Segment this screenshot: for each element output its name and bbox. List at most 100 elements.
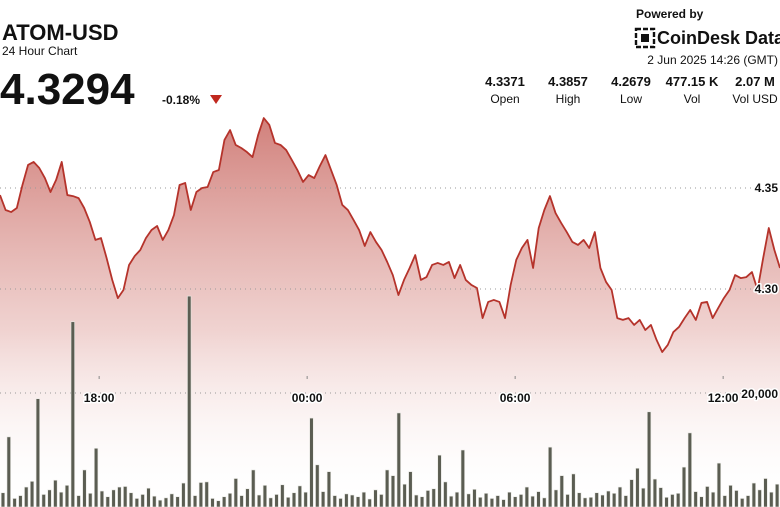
volume-bar xyxy=(47,489,52,507)
volume-bar xyxy=(158,499,163,507)
volume-bar xyxy=(763,478,768,507)
price-area xyxy=(0,118,780,507)
stat-label: Vol xyxy=(684,92,701,106)
volume-bar xyxy=(309,417,314,507)
volume-bar xyxy=(216,500,221,507)
volume-bar xyxy=(396,412,401,507)
volume-bar xyxy=(548,446,553,507)
volume-bar xyxy=(699,496,704,507)
volume-bar xyxy=(740,498,745,507)
volume-bar xyxy=(379,494,384,507)
volume-bar xyxy=(251,469,256,507)
volume-bar xyxy=(12,498,17,507)
volume-bar xyxy=(483,493,489,507)
powered-by: Powered by xyxy=(636,7,704,21)
volume-bar xyxy=(664,497,669,507)
volume-bar xyxy=(105,496,110,507)
stat-value: 4.3857 xyxy=(548,74,588,89)
volume-bar xyxy=(518,494,524,507)
volume-bar xyxy=(617,486,623,507)
volume-bar xyxy=(676,493,681,507)
volume-bar xyxy=(565,494,570,507)
volume-bar xyxy=(53,479,58,507)
volume-bar xyxy=(146,487,151,507)
volume-bar xyxy=(711,491,716,507)
y-tick-label: 4.35 xyxy=(755,181,779,195)
price: 4.3294 xyxy=(0,65,135,114)
volume-bar xyxy=(681,466,687,507)
volume-bar xyxy=(716,462,722,507)
volume-bar xyxy=(76,495,81,507)
volume-bar xyxy=(82,469,87,507)
volume-bar xyxy=(402,483,407,507)
volume-bar xyxy=(88,493,93,507)
volume-bar xyxy=(198,482,203,507)
price-line xyxy=(0,117,780,353)
y-tick-label: 4.30 xyxy=(755,282,779,296)
volume-bar xyxy=(350,494,355,507)
volume-bar xyxy=(542,497,547,507)
volume-bar xyxy=(460,449,465,507)
volume-bar xyxy=(524,486,529,507)
volume-bar xyxy=(111,489,116,507)
volume-bar xyxy=(495,495,500,507)
volume-bar xyxy=(652,478,658,507)
volume-bar xyxy=(256,494,262,507)
stat-value: 4.2679 xyxy=(611,74,651,89)
volume-bar xyxy=(367,498,372,507)
volume-bar xyxy=(315,464,320,507)
volume-bar xyxy=(192,495,198,507)
volume-bar xyxy=(687,432,692,507)
volume-bar xyxy=(757,489,762,507)
volume-bar xyxy=(705,486,710,507)
volume-bar xyxy=(454,491,460,507)
volume-bar xyxy=(408,471,413,507)
volume-bar xyxy=(291,492,297,507)
stat-value: 4.3371 xyxy=(485,74,525,89)
y2-tick-label: 20,000 xyxy=(741,387,778,401)
volume-bar xyxy=(536,491,541,507)
stat-value: 2.07 M xyxy=(735,74,775,89)
stat-label: Low xyxy=(620,92,642,106)
volume-bar xyxy=(449,495,454,507)
volume-bar xyxy=(274,494,279,507)
volume-bar xyxy=(175,496,180,507)
volume-bar xyxy=(501,499,506,507)
volume-bar xyxy=(745,495,751,507)
volume-bar xyxy=(734,490,739,507)
volume-bar xyxy=(233,478,238,507)
volume-bar xyxy=(355,496,361,507)
symbol: ATOM-USD xyxy=(2,20,119,45)
volume-bar xyxy=(321,491,326,507)
volume-bar xyxy=(600,494,605,507)
volume-bar xyxy=(513,496,518,507)
brand-logo xyxy=(634,27,656,49)
volume-bar xyxy=(18,495,23,507)
volume-bar xyxy=(722,495,727,507)
volume-bar xyxy=(373,489,378,507)
volume-bar xyxy=(210,498,215,507)
volume-bar xyxy=(431,488,436,507)
volume-bar xyxy=(41,494,46,507)
volume-bar xyxy=(338,498,343,507)
volume-bar xyxy=(24,486,29,507)
stat-label: Vol USD xyxy=(732,92,778,106)
volume-bar xyxy=(443,481,448,507)
change: -0.18% xyxy=(162,93,200,107)
volume-bar xyxy=(169,493,174,507)
volume-bar xyxy=(390,475,396,507)
volume-bar xyxy=(123,486,128,507)
volume-bar xyxy=(181,482,186,507)
x-tick-label: 00:00 xyxy=(292,391,323,405)
volume-bar xyxy=(530,495,535,507)
volume-bar xyxy=(344,493,349,507)
stats: 4.3371 Open 4.3857 High 4.2679 Low 477.15 K Vol… xyxy=(485,74,778,106)
volume-bar xyxy=(437,454,442,507)
volume-bar xyxy=(0,492,6,507)
volume-bar xyxy=(559,475,564,507)
volume-bar xyxy=(419,496,425,507)
volume-bar xyxy=(245,488,250,507)
volume-bar xyxy=(128,492,134,507)
volume-bar xyxy=(163,497,169,507)
